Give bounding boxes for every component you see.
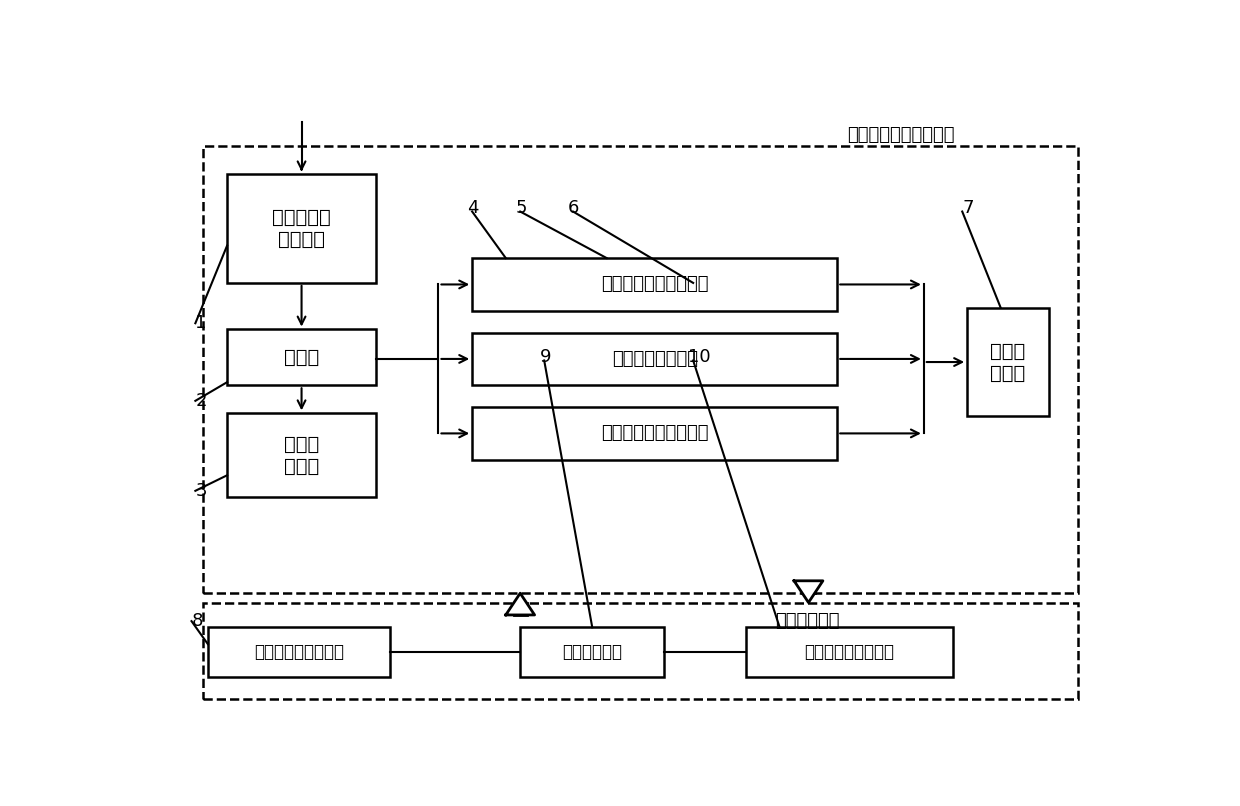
Bar — [203, 603, 1078, 699]
Bar — [521, 627, 665, 677]
Text: 在线自校准控制模块: 在线自校准控制模块 — [254, 643, 345, 661]
Text: 10: 10 — [688, 348, 711, 367]
Text: 自动式阀门
启闭装置: 自动式阀门 启闭装置 — [272, 208, 331, 249]
Polygon shape — [506, 593, 534, 615]
Text: 激光气体检测模块: 激光气体检测模块 — [611, 350, 698, 368]
Bar — [472, 258, 837, 311]
Bar — [227, 174, 376, 283]
Bar — [472, 333, 837, 385]
Text: 8: 8 — [191, 612, 203, 630]
Bar — [227, 413, 376, 497]
Bar — [746, 627, 952, 677]
Polygon shape — [794, 581, 823, 603]
Text: 9: 9 — [539, 348, 551, 367]
Bar — [513, 603, 527, 615]
Bar — [802, 581, 815, 593]
Text: 过滤器: 过滤器 — [284, 348, 319, 367]
Text: 7: 7 — [962, 199, 973, 218]
Bar — [967, 308, 1049, 417]
Text: 3: 3 — [196, 482, 207, 500]
Text: 红外气体精确测量模块: 红外气体精确测量模块 — [601, 425, 708, 442]
Text: 6: 6 — [568, 199, 579, 218]
Bar — [208, 627, 391, 677]
Text: 第二四
通接头: 第二四 通接头 — [991, 342, 1025, 383]
Text: 控制分析机构: 控制分析机构 — [775, 612, 839, 630]
Text: 红外气体纯度检测模块: 红外气体纯度检测模块 — [601, 276, 708, 293]
Text: 1: 1 — [196, 314, 207, 332]
Text: 4: 4 — [467, 199, 479, 218]
Text: 数据远传模块: 数据远传模块 — [562, 643, 622, 661]
Text: 故障预警与分析模块: 故障预警与分析模块 — [805, 643, 894, 661]
Bar — [472, 407, 837, 459]
Text: 5: 5 — [516, 199, 527, 218]
Text: 气体综合在线监测机构: 气体综合在线监测机构 — [847, 127, 955, 144]
Bar — [203, 147, 1078, 593]
Bar — [227, 330, 376, 385]
Text: 第一四
通接头: 第一四 通接头 — [284, 434, 319, 476]
Text: 2: 2 — [196, 392, 207, 409]
